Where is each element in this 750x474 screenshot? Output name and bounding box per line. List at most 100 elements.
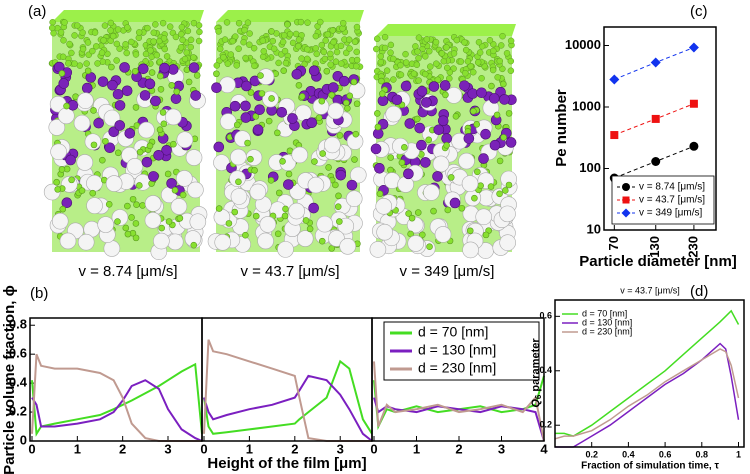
particle xyxy=(122,41,129,48)
legend-label: d = 130 [nm] xyxy=(582,317,632,327)
particle xyxy=(328,91,335,99)
particle xyxy=(291,146,309,164)
particle xyxy=(139,90,151,101)
particle xyxy=(105,200,113,208)
particle xyxy=(453,36,461,44)
particle xyxy=(196,28,203,36)
y-tick-label: 1000 xyxy=(572,98,601,113)
particle xyxy=(280,32,288,39)
particle xyxy=(230,148,247,166)
particle xyxy=(100,37,107,44)
series-line xyxy=(203,374,373,442)
particle xyxy=(91,29,99,36)
particle xyxy=(148,69,156,76)
particle xyxy=(78,187,86,194)
particle xyxy=(414,115,421,123)
particle xyxy=(84,39,92,46)
particle xyxy=(178,23,186,31)
particle xyxy=(281,47,289,55)
particle xyxy=(61,197,73,209)
x-tick-label: 70 xyxy=(606,236,621,250)
particle xyxy=(133,201,140,209)
particle xyxy=(500,80,507,88)
particle xyxy=(275,189,283,197)
particle xyxy=(353,23,361,31)
particle xyxy=(141,156,153,168)
particle xyxy=(79,45,87,53)
particle xyxy=(65,60,72,67)
particle xyxy=(353,62,360,70)
particle xyxy=(325,164,332,171)
point xyxy=(650,57,661,68)
renderings xyxy=(43,10,518,260)
particle xyxy=(416,85,428,97)
particle xyxy=(375,198,393,215)
particle xyxy=(449,197,461,209)
particle xyxy=(295,36,303,43)
particle xyxy=(369,241,387,258)
particle xyxy=(304,46,311,53)
particle xyxy=(499,65,506,73)
particle xyxy=(279,38,287,46)
particle xyxy=(170,198,188,215)
legend-label: d = 230 [nm] xyxy=(418,360,496,376)
particle xyxy=(124,202,131,210)
particle xyxy=(432,155,450,173)
particle xyxy=(507,37,515,45)
particle xyxy=(463,133,475,144)
particle xyxy=(426,48,433,55)
particle xyxy=(257,72,264,79)
particle xyxy=(97,216,114,233)
y-tick-label: 0.4 xyxy=(9,375,28,390)
particle xyxy=(313,50,320,58)
particle xyxy=(385,105,402,123)
particle xyxy=(109,32,117,40)
particle xyxy=(121,85,133,97)
particle xyxy=(402,50,409,58)
panel-label: (d) xyxy=(690,283,708,300)
particle xyxy=(48,119,66,136)
particle xyxy=(50,143,67,161)
particle xyxy=(316,215,334,233)
series-line xyxy=(555,309,740,437)
particle xyxy=(178,30,185,38)
particle xyxy=(220,54,227,61)
particle xyxy=(462,69,469,77)
particle xyxy=(405,210,412,217)
particle xyxy=(233,121,241,129)
particle xyxy=(144,24,151,32)
particle xyxy=(499,32,506,40)
particle xyxy=(423,36,431,43)
particle xyxy=(336,218,343,225)
y-axis-label: Pe number xyxy=(553,89,570,167)
particle xyxy=(471,194,478,202)
point xyxy=(651,156,661,166)
particle xyxy=(335,169,347,181)
particle xyxy=(338,60,345,67)
particle xyxy=(373,45,380,53)
particle xyxy=(321,55,329,63)
particle xyxy=(86,174,103,192)
particle xyxy=(377,58,385,66)
particle xyxy=(170,93,182,104)
particle xyxy=(426,243,433,250)
particle xyxy=(490,47,497,55)
series-line xyxy=(373,375,545,431)
particle xyxy=(219,113,237,130)
particle xyxy=(337,42,345,50)
particle xyxy=(312,32,320,40)
legend-label: v = 349 [μm/s] xyxy=(639,208,703,219)
particle xyxy=(353,48,360,56)
particle xyxy=(128,214,135,221)
particle xyxy=(258,90,266,97)
particle xyxy=(213,62,221,69)
particle xyxy=(251,62,258,70)
x-tick-label: 2 xyxy=(119,441,126,456)
particle xyxy=(240,112,252,123)
particle xyxy=(250,44,258,52)
caption: v = 8.74 [μm/s] xyxy=(78,263,177,280)
x-tick-label: 230 xyxy=(685,236,700,258)
particle xyxy=(327,102,344,120)
particle xyxy=(126,158,144,175)
